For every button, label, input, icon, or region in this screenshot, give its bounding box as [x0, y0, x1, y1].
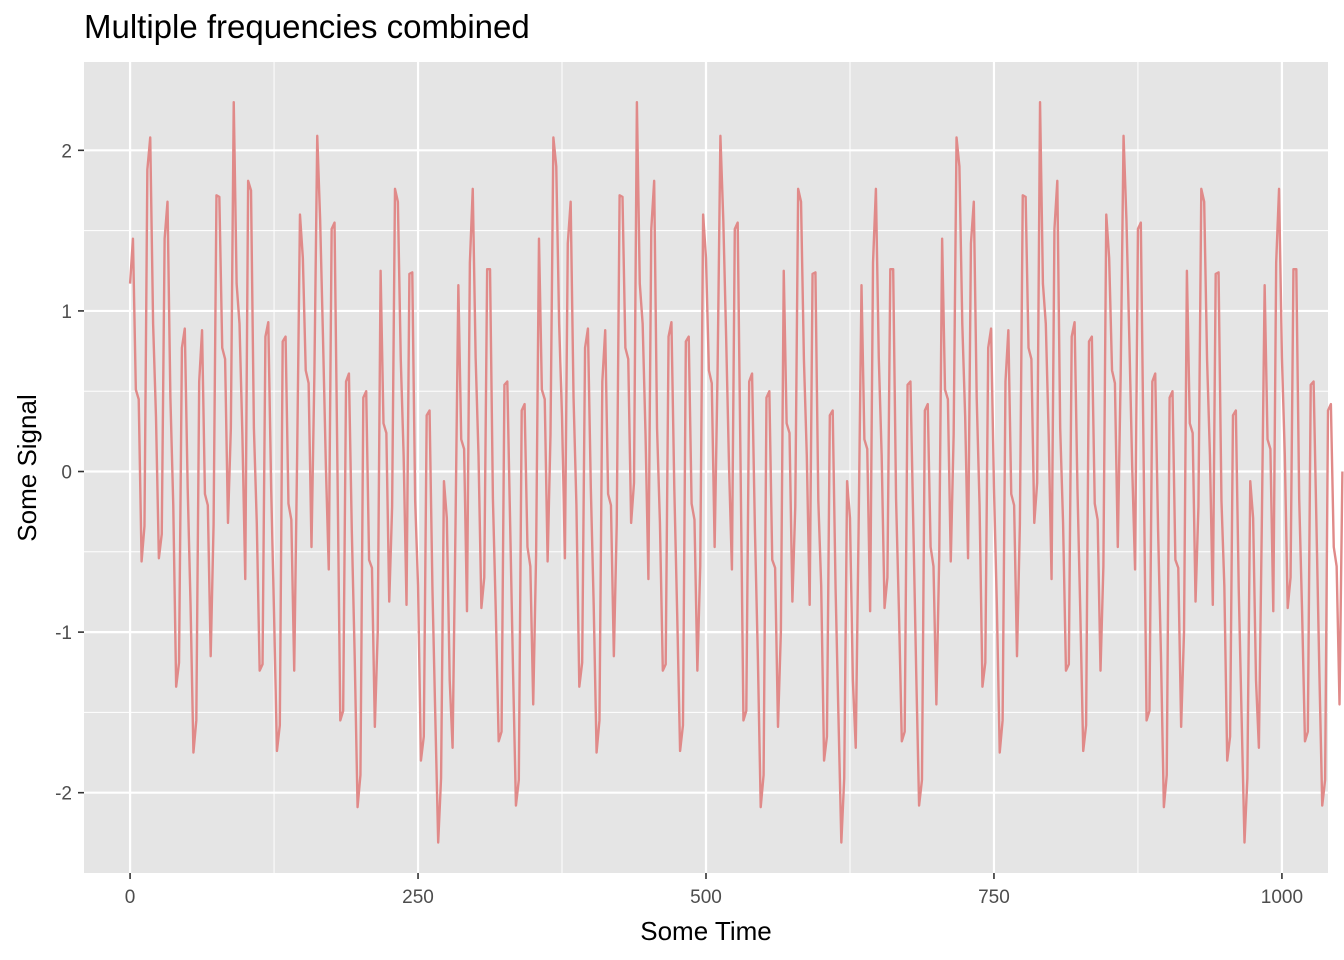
signal-line: [128, 100, 1344, 844]
y-tick-label: -2: [55, 784, 72, 805]
x-tick-label: 250: [402, 887, 434, 908]
x-tick-label: 500: [690, 887, 722, 908]
x-tick-label: 0: [125, 887, 136, 908]
y-tick-label: -1: [55, 623, 72, 644]
chart-title: Multiple frequencies combined: [84, 8, 530, 45]
y-axis: -2 -1 0 1 2: [55, 141, 84, 805]
x-axis-title: Some Time: [640, 916, 772, 946]
y-tick-label: 2: [61, 141, 72, 162]
x-axis: 0 250 500 750 1000: [125, 873, 1303, 908]
y-tick-label: 0: [61, 463, 72, 484]
x-tick-label: 750: [978, 887, 1010, 908]
x-tick-label: 1000: [1261, 887, 1303, 908]
y-tick-label: 1: [61, 302, 72, 323]
y-axis-title: Some Signal: [12, 394, 42, 541]
